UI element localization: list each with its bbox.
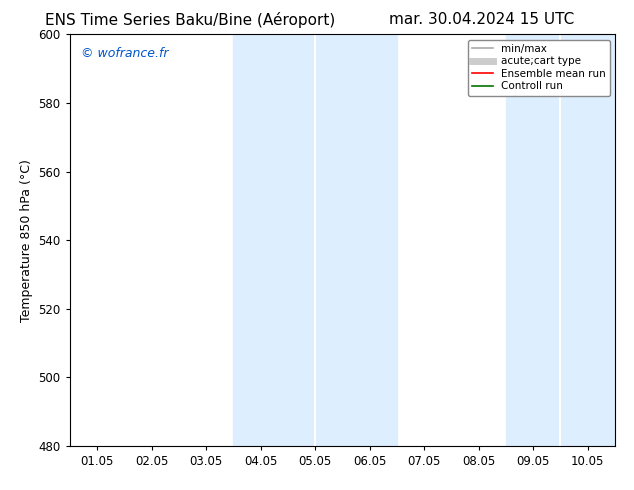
Text: ENS Time Series Baku/Bine (Aéroport): ENS Time Series Baku/Bine (Aéroport): [45, 12, 335, 28]
Bar: [233, 34, 397, 446]
Text: mar. 30.04.2024 15 UTC: mar. 30.04.2024 15 UTC: [389, 12, 574, 27]
Legend: min/max, acute;cart type, Ensemble mean run, Controll run: min/max, acute;cart type, Ensemble mean …: [467, 40, 610, 96]
Text: © wofrance.fr: © wofrance.fr: [81, 47, 168, 60]
Y-axis label: Temperature 850 hPa (°C): Temperature 850 hPa (°C): [20, 159, 33, 321]
Bar: [506, 34, 615, 446]
